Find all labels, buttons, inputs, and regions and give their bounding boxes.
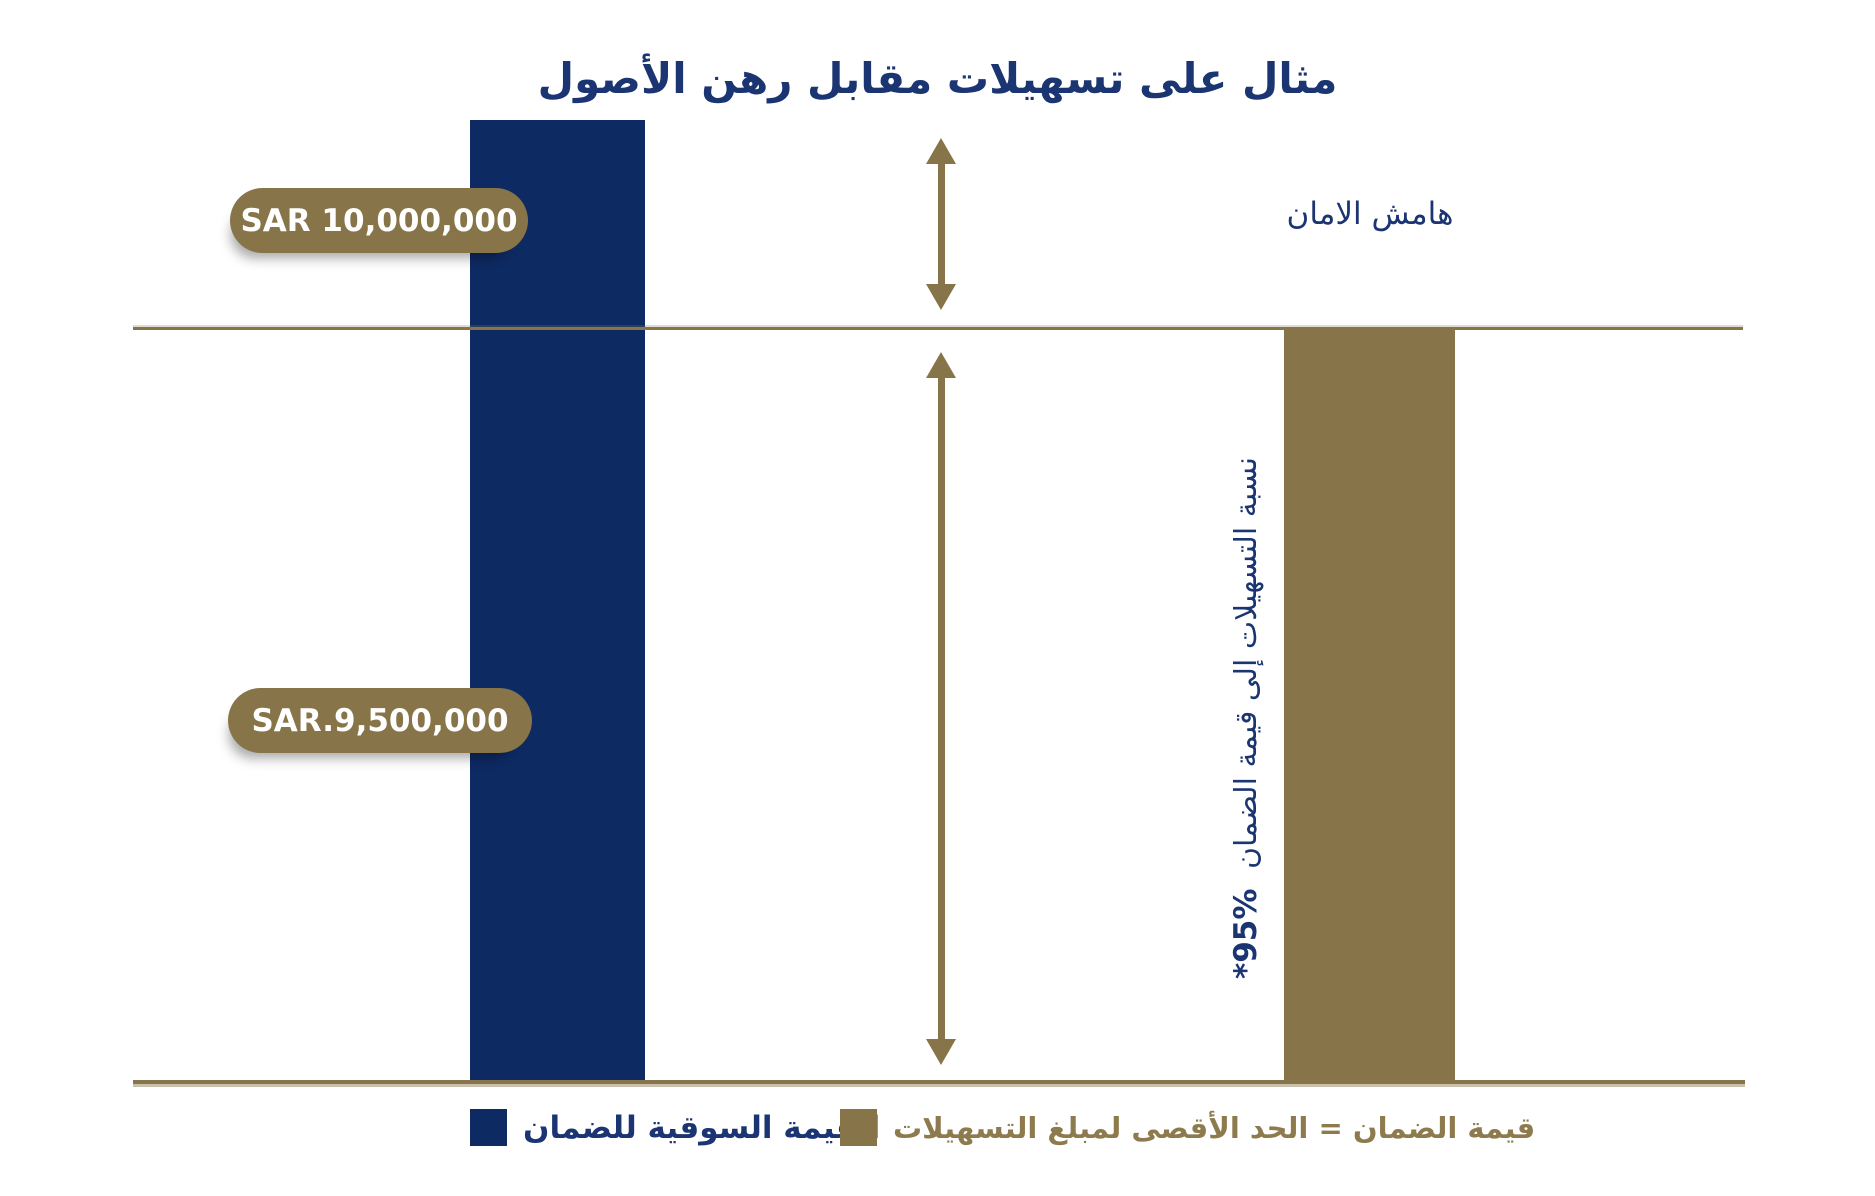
facilities-max-value-bar bbox=[1284, 330, 1455, 1080]
legend-collateral-max-label: قيمة الضمان = الحد الأقصى لمبلغ التسهيلا… bbox=[893, 1110, 1536, 1145]
facilities-ratio-text: نسبة التسهيلات إلى قيمة الضمان bbox=[1229, 457, 1264, 870]
facilities-ratio-value: *95% bbox=[1228, 888, 1264, 979]
collateral-value-pill: SAR 10,000,000 bbox=[230, 188, 528, 253]
collateral-market-value-bar bbox=[470, 120, 645, 1080]
collateral-value-pill-label: SAR 10,000,000 bbox=[240, 202, 518, 239]
safety-margin-arrow bbox=[926, 138, 956, 310]
arrow-down-icon bbox=[926, 284, 956, 310]
legend: القيمة السوقية للضمان قيمة الضمان = الحد… bbox=[0, 1109, 1875, 1169]
legend-item-collateral-max: قيمة الضمان = الحد الأقصى لمبلغ التسهيلا… bbox=[840, 1109, 1535, 1146]
facilities-ratio-arrow bbox=[926, 352, 956, 1065]
collateral-value-reference-line bbox=[133, 327, 1743, 330]
facilities-value-pill-label: SAR.9,500,000 bbox=[251, 702, 509, 739]
facilities-ratio-label: نسبة التسهيلات إلى قيمة الضمان *95% bbox=[1228, 438, 1268, 998]
arrow-up-icon bbox=[926, 138, 956, 164]
legend-item-market-value: القيمة السوقية للضمان bbox=[470, 1109, 880, 1146]
legend-market-value-label: القيمة السوقية للضمان bbox=[523, 1109, 881, 1146]
chart-title: مثال على تسهيلات مقابل رهن الأصول bbox=[537, 54, 1338, 104]
navy-swatch-icon bbox=[470, 1109, 507, 1146]
arrow-shaft bbox=[937, 164, 945, 284]
safety-margin-label: هامش الامان bbox=[1286, 196, 1454, 232]
baseline-axis bbox=[133, 1080, 1745, 1084]
arrow-down-icon bbox=[926, 1039, 956, 1065]
gold-swatch-icon bbox=[840, 1109, 877, 1146]
arrow-up-icon bbox=[926, 352, 956, 378]
arrow-shaft bbox=[937, 378, 945, 1039]
facilities-value-pill: SAR.9,500,000 bbox=[228, 688, 532, 753]
